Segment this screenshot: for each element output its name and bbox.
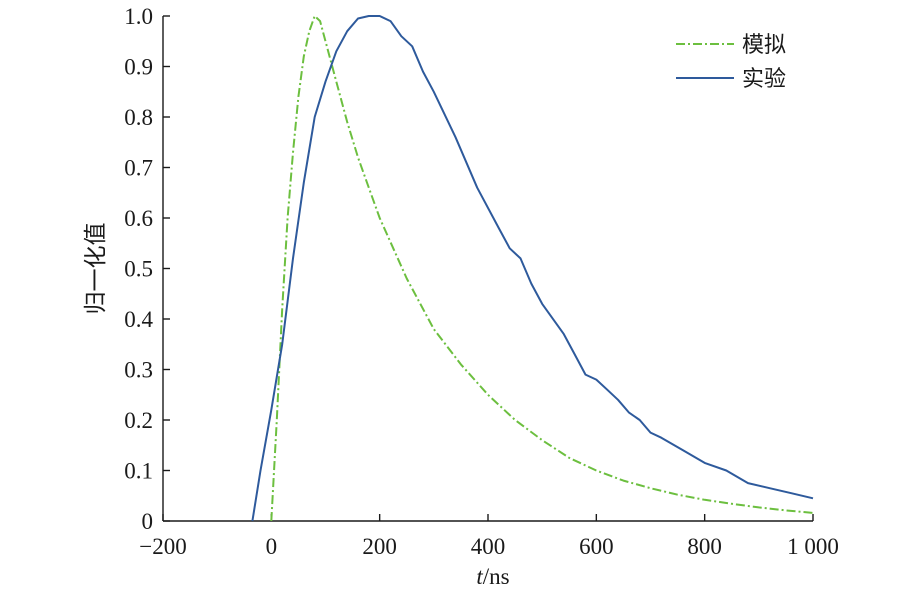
y-tick-label: 0 — [142, 509, 154, 534]
series-line-0 — [270, 15, 814, 522]
x-axis-title: t/ns — [476, 564, 509, 589]
series-layer — [251, 15, 814, 522]
x-tick-label: 0 — [266, 534, 278, 559]
y-axis-title: 归一化值 — [83, 223, 108, 315]
x-ticks: −200 0 200 400 600 800 1 000 — [139, 514, 839, 559]
x-axis-title-italic: t — [476, 564, 483, 589]
series-line-1 — [251, 15, 814, 522]
legend-label-0: 模拟 — [742, 33, 786, 58]
x-tick-label: 800 — [687, 534, 722, 559]
y-tick-label: 0.3 — [124, 358, 153, 383]
y-tick-label: 0.4 — [124, 307, 153, 332]
y-tick-label: 0.6 — [124, 206, 153, 231]
legend-label-1: 实验 — [742, 67, 786, 92]
axes — [162, 16, 813, 522]
x-axis-title-unit: /ns — [483, 564, 510, 589]
y-tick-label: 0.5 — [124, 257, 153, 282]
x-tick-label: 1 000 — [787, 534, 839, 559]
y-tick-label: 1.0 — [124, 4, 153, 29]
y-tick-label: 0.8 — [124, 105, 153, 130]
x-tick-label: 200 — [362, 534, 397, 559]
x-tick-label: 400 — [471, 534, 506, 559]
y-tick-label: 0.1 — [124, 459, 153, 484]
y-tick-label: 0.7 — [124, 156, 153, 181]
y-tick-label: 0.2 — [124, 408, 153, 433]
y-ticks: 0 0.1 0.2 0.3 0.4 0.5 0.6 0.7 0.8 0.9 1.0 — [124, 4, 170, 534]
x-tick-label: 600 — [579, 534, 614, 559]
y-tick-label: 0.9 — [124, 55, 153, 80]
x-tick-label: −200 — [139, 534, 186, 559]
